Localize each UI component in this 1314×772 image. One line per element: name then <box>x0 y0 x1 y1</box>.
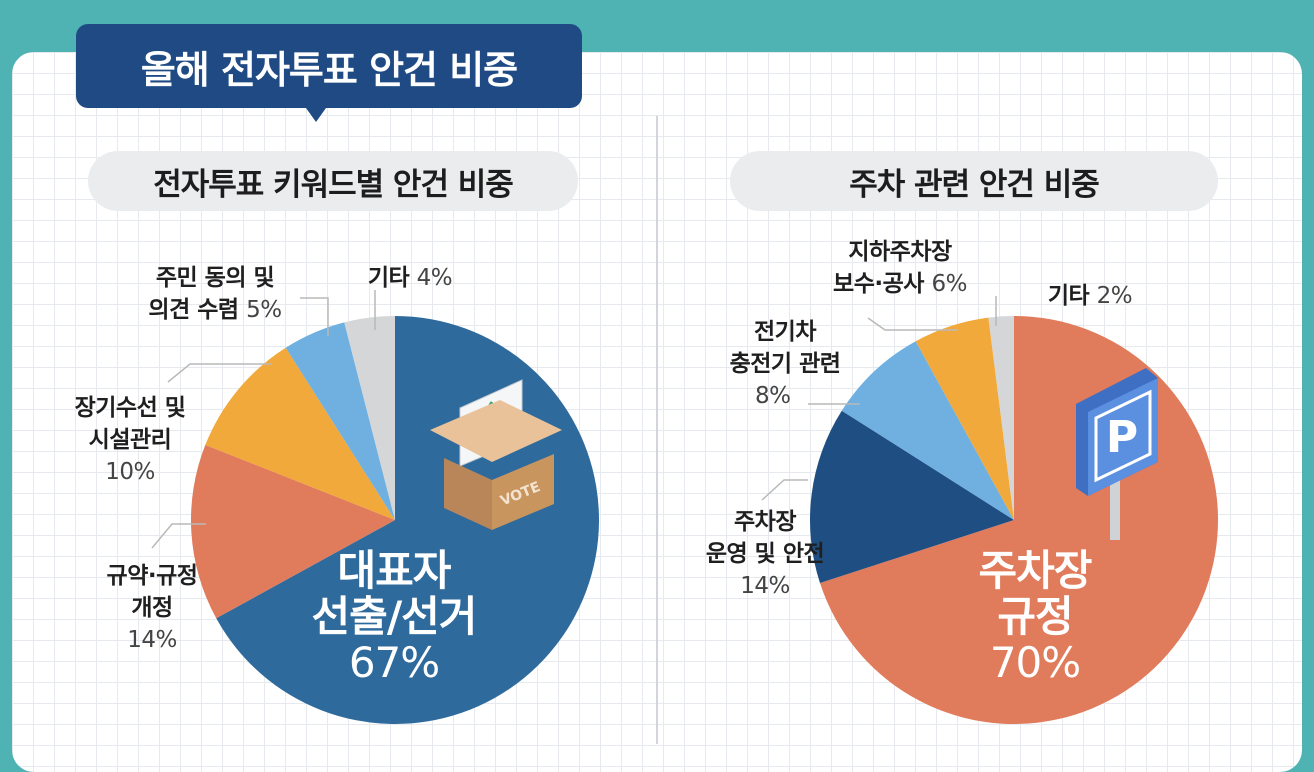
leader-line-underground-parking <box>867 317 958 331</box>
pie-slice-1-1 <box>809 410 1014 584</box>
slice-label-parking-operation: 주차장 운영 및 안전 14% <box>705 509 825 599</box>
slice-label-bylaw-revision: 규약·규정 개정 14% <box>106 563 198 653</box>
leader-line-bylaw-revision <box>151 523 206 549</box>
slice-label-long-term-repair: 장기수선 및 시설관리 10% <box>74 395 186 485</box>
parking-sign-frame-icon <box>1094 389 1152 483</box>
pie-slice-0-1 <box>190 444 395 619</box>
page-title: 올해 전자투표 안건 비중 <box>76 24 582 122</box>
pie-slice-1-3 <box>915 317 1014 520</box>
leader-line-resident-consent <box>300 297 329 336</box>
parking-sign-icon <box>1088 378 1158 496</box>
slice-label-other-right: 기타 2% <box>1047 283 1133 309</box>
ballot-box-icon <box>492 454 554 530</box>
ballot-box-side-icon <box>444 458 492 530</box>
parking-p-label: P <box>1106 412 1138 463</box>
slice-label-parking-rules: 주차장 규정 70% <box>978 546 1093 687</box>
slice-label-representative-election: 대표자 선출/선거 67% <box>311 546 478 687</box>
pie-slice-1-4 <box>988 316 1014 520</box>
pie-slice-0-3 <box>285 322 395 520</box>
parking-pole-icon <box>1110 470 1120 540</box>
chart-title-left: 전자투표 키워드별 안건 비중 <box>88 151 578 211</box>
divider <box>656 116 658 744</box>
slice-label-resident-consent: 주민 동의 및 의견 수렴 5% <box>148 265 282 323</box>
leader-line-long-term-repair <box>167 363 272 383</box>
pie-slice-0-2 <box>205 347 395 520</box>
chart-title-right: 주차 관련 안건 비중 <box>730 151 1218 211</box>
leader-line-parking-operation <box>761 479 808 501</box>
pie-slice-1-2 <box>841 341 1014 520</box>
slice-label-other-left: 기타 4% <box>367 265 453 291</box>
slice-label-underground-parking: 지하주차장 보수·공사 6% <box>833 239 967 297</box>
pie-slice-0-4 <box>344 316 395 520</box>
ballot-box-top-icon <box>430 400 562 462</box>
slice-label-ev-charger: 전기차 충전기 관련 8% <box>729 319 841 409</box>
